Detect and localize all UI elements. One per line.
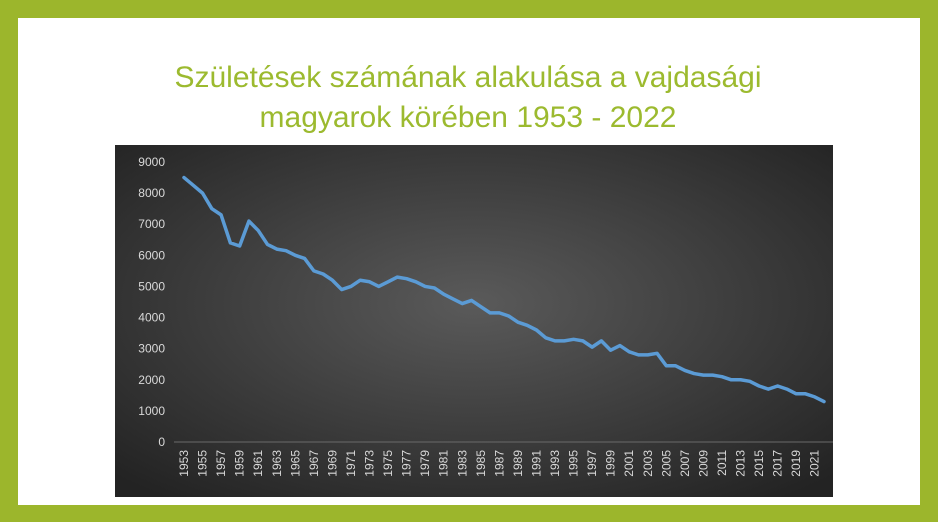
x-tick-label: 2017 [771,450,785,477]
x-tick-label: 1999 [604,450,618,477]
x-tick-label: 1991 [529,450,543,477]
chart-background [115,145,833,497]
x-tick-label: 1965 [288,450,302,477]
x-tick-label: 1973 [363,450,377,477]
x-tick-label: 1993 [548,450,562,477]
y-tick-label: 9000 [138,155,165,169]
x-tick-label: 1955 [196,450,210,477]
x-tick-label: 1961 [251,450,265,477]
y-tick-label: 2000 [138,373,165,387]
x-tick-label: 1995 [567,450,581,477]
y-tick-label: 7000 [138,217,165,231]
y-tick-label: 5000 [138,279,165,293]
x-tick-label: 1985 [474,450,488,477]
slide: Születések számának alakulása a vajdaság… [18,18,920,505]
y-tick-label: 4000 [138,311,165,325]
y-tick-label: 3000 [138,342,165,356]
x-tick-label: 1953 [177,450,191,477]
x-tick-label: 2007 [678,450,692,477]
x-tick-label: 1967 [307,450,321,477]
x-tick-label: 1971 [344,450,358,477]
x-tick-label: 2013 [734,450,748,477]
x-tick-label: 1981 [437,450,451,477]
x-tick-label: 1987 [492,450,506,477]
x-tick-label: 1989 [511,450,525,477]
y-tick-label: 8000 [138,186,165,200]
x-tick-label: 2001 [622,450,636,477]
x-tick-label: 2011 [715,450,729,476]
x-tick-label: 2015 [752,450,766,477]
x-tick-label: 1983 [455,450,469,477]
x-tick-label: 1977 [400,450,414,477]
x-tick-label: 2009 [696,450,710,477]
x-tick-label: 1969 [325,450,339,477]
y-tick-label: 6000 [138,248,165,262]
chart: 0 1000 2000 3000 4000 5000 6000 7000 8000 9000 195… [115,145,833,497]
x-tick-label: 1979 [418,450,432,477]
x-tick-label: 2019 [789,450,803,477]
x-tick-label: 1975 [381,450,395,477]
y-tick-label: 1000 [138,404,165,418]
x-tick-label: 1963 [270,450,284,477]
chart-title: Születések számának alakulása a vajdaság… [174,61,762,134]
x-tick-label: 2021 [808,450,822,477]
x-tick-label: 1957 [214,450,228,477]
x-tick-label: 1959 [233,450,247,477]
x-tick-label: 2005 [659,450,673,477]
y-tick-label: 0 [158,435,165,449]
x-tick-label: 1997 [585,450,599,477]
line-series [182,175,826,404]
x-tick-label: 2003 [641,450,655,477]
